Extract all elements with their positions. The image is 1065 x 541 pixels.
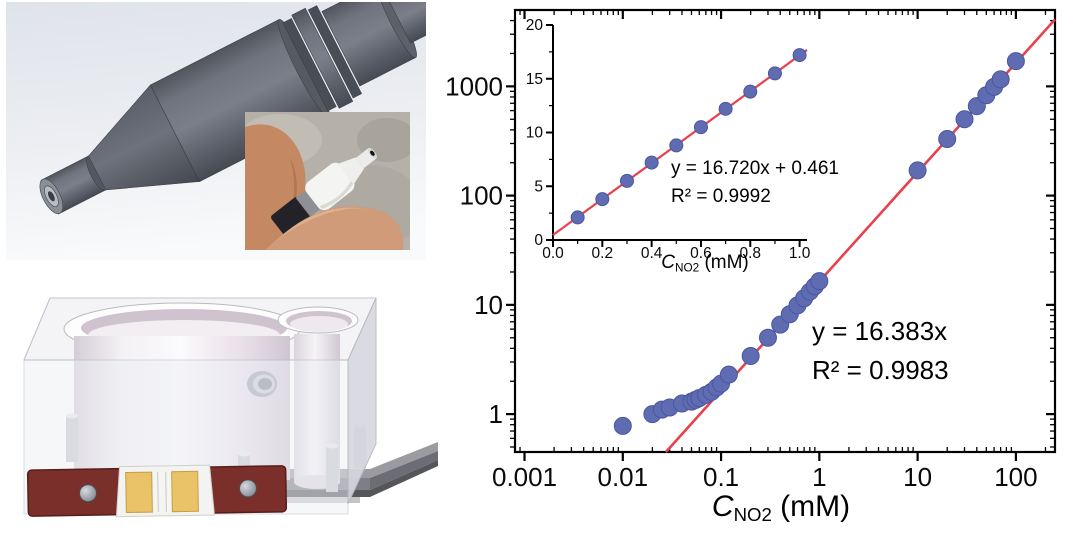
sensor-body-group [39, 2, 426, 215]
inset-x-tick-label: 0.8 [740, 245, 762, 262]
main-x-axis-label: CNO2 (mM) [636, 490, 926, 526]
block-right-face [347, 297, 377, 505]
x-axis-variable: C [661, 252, 675, 273]
main-y-tick-label: 1 [489, 399, 503, 429]
inset-y-tick-label: 20 [526, 17, 544, 34]
probe-body [305, 162, 355, 211]
x-axis-unit: (mM) [771, 490, 851, 523]
data-point [719, 365, 738, 384]
x-axis-subscript: NO2 [674, 261, 700, 275]
main-x-tick-label: 10 [903, 462, 932, 492]
inset-x-tick-label: 0.2 [592, 245, 614, 262]
probe-cable [271, 197, 312, 237]
probe-body-shading [319, 179, 354, 210]
data-point [810, 272, 829, 291]
main-plot-frame [513, 8, 1057, 454]
data-point [792, 48, 807, 63]
data-point [1006, 52, 1025, 71]
data-point [938, 129, 957, 148]
main-x-tick-label: 0.01 [597, 462, 648, 492]
probe [271, 147, 377, 237]
x-axis-unit: (mM) [699, 252, 749, 273]
thumb-highlight [275, 207, 367, 242]
inset-fit-equation: y = 16.720x + 0.461 R² = 0.9992 [671, 155, 839, 211]
inset-plot: 0.0 0.2 0.4 0.6 0.8 1.0 0 5 10 15 20 [526, 17, 811, 262]
probe-taper [337, 157, 365, 185]
probe-photo-panel [245, 112, 410, 250]
data-point [908, 161, 927, 180]
clamp-screw-left [79, 484, 98, 503]
inset-x-tick-label: 1.0 [789, 245, 811, 262]
x-axis-variable: C [711, 490, 734, 523]
block-edge [23, 297, 51, 361]
inset-x-tick-label: 0.6 [690, 245, 712, 262]
x-axis-subscript: NO2 [733, 504, 772, 526]
data-point [718, 101, 733, 116]
data-point [743, 84, 758, 99]
small-well-sheen [290, 316, 348, 332]
main-y-tick-label: 10 [474, 290, 503, 320]
main-fit-equation: y = 16.383x R² = 0.9983 [812, 312, 949, 390]
sensor-groove-2 [307, 5, 362, 99]
inset-y-tick-label: 0 [534, 232, 543, 249]
sensor-aperture [47, 191, 55, 202]
data-point [693, 120, 708, 135]
data-point [955, 110, 974, 129]
sensor-ring [291, 7, 354, 109]
main-x-tick-label: 0.001 [492, 462, 557, 492]
data-point [570, 210, 585, 225]
electrode-trace [165, 471, 167, 512]
data-point [644, 155, 659, 170]
sensor-groove-1 [282, 18, 337, 112]
data-point [741, 347, 760, 366]
electrode-pad-left [125, 471, 153, 514]
electrode-clamp [26, 464, 288, 518]
data-point [669, 138, 684, 153]
inset-x-axis-label: CNO2 (mM) [615, 252, 795, 274]
clamp-screw-right [238, 479, 257, 498]
inset-x-tick-label: 0.0 [542, 245, 564, 262]
data-point [613, 416, 632, 435]
electrode-trace [157, 471, 159, 512]
probe-metal-band [295, 190, 320, 217]
finger-shading [285, 157, 297, 232]
sensor-connector-stub [385, 2, 426, 44]
thumb [265, 206, 404, 250]
inset-y-tick-label: 10 [526, 125, 544, 142]
data-point [767, 66, 782, 81]
data-point [758, 328, 777, 347]
main-x-tick-label: 1 [812, 462, 826, 492]
flow-cell-cad-panel [23, 297, 438, 518]
fit-r2-text: R² = 0.9983 [812, 355, 949, 385]
data-point [619, 173, 634, 188]
base-plate-side [370, 451, 438, 490]
main-y-tick-label: 1000 [445, 71, 503, 101]
fit-equation-text: y = 16.383x [812, 316, 948, 346]
thumb-group [265, 206, 404, 250]
fit-r2-text: R² = 0.9992 [671, 186, 771, 207]
data-point [991, 70, 1010, 89]
probe-tip-hole [370, 150, 375, 156]
inset-y-tick-label: 5 [534, 178, 543, 195]
inset-y-tick-label: 15 [526, 71, 543, 88]
main-y-tick-label: 100 [460, 181, 503, 211]
main-x-tick-label: 0.1 [703, 462, 739, 492]
fit-equation-text: y = 16.720x + 0.461 [671, 158, 839, 179]
data-point [595, 192, 610, 207]
main-x-tick-label: 100 [994, 462, 1037, 492]
electrode-pad-right [171, 470, 199, 513]
inset-x-tick-label: 0.4 [641, 245, 663, 262]
